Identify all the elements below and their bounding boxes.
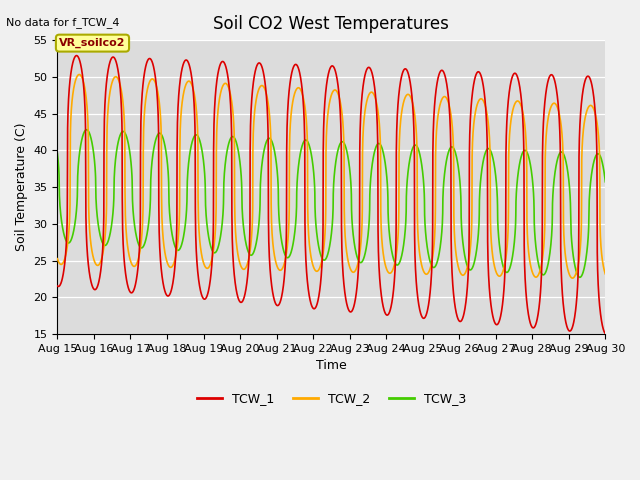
TCW_1 (116, 84, 124, 90)
TCW_2 (76, 72, 83, 77)
Y-axis label: Soil Temperature (C): Soil Temperature (C) (15, 123, 28, 252)
TCW_2 (287, 108, 295, 114)
TCW_3 (148, 154, 156, 160)
TCW_1 (54, 283, 61, 289)
TCW_2 (264, 97, 271, 103)
Text: No data for f_TCW_4: No data for f_TCW_4 (6, 17, 120, 28)
TCW_3 (532, 242, 540, 248)
TCW_3 (54, 151, 61, 156)
TCW_3 (576, 275, 584, 280)
TCW_2 (591, 109, 599, 115)
TCW_3 (591, 155, 599, 161)
Legend: TCW_1, TCW_2, TCW_3: TCW_1, TCW_2, TCW_3 (192, 387, 471, 410)
TCW_1 (148, 60, 156, 66)
TCW_2 (602, 271, 609, 277)
TCW_3 (602, 179, 609, 185)
Title: Soil CO2 West Temperatures: Soil CO2 West Temperatures (213, 15, 449, 33)
TCW_2 (116, 82, 124, 87)
TCW_1 (591, 103, 598, 109)
TCW_2 (54, 256, 61, 262)
TCW_3 (83, 127, 90, 132)
Line: TCW_3: TCW_3 (58, 130, 605, 277)
Line: TCW_2: TCW_2 (58, 74, 605, 278)
Line: TCW_1: TCW_1 (58, 56, 605, 334)
TCW_2 (532, 274, 540, 280)
TCW_3 (287, 248, 295, 254)
TCW_1 (287, 72, 295, 77)
TCW_3 (264, 136, 271, 142)
TCW_2 (148, 76, 156, 82)
TCW_1 (264, 116, 271, 122)
X-axis label: Time: Time (316, 360, 347, 372)
TCW_2 (568, 275, 576, 281)
TCW_1 (532, 322, 540, 327)
TCW_3 (116, 132, 124, 138)
Text: VR_soilco2: VR_soilco2 (60, 38, 125, 48)
TCW_1 (602, 331, 609, 336)
TCW_1 (73, 53, 81, 59)
